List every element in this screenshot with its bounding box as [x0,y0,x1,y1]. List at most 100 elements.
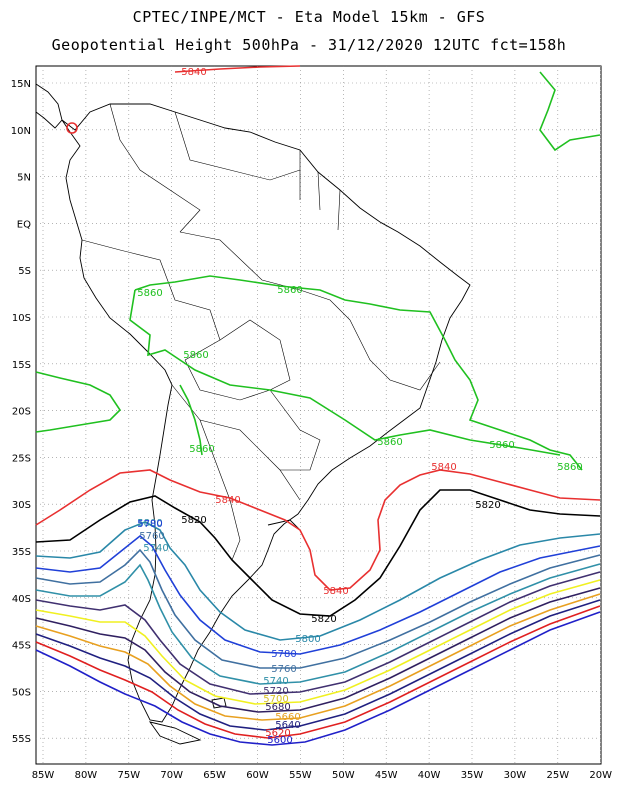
contour-5780 [35,534,601,655]
contour-5860-tropics [129,275,583,471]
contour-label: 5860 [137,288,162,299]
contour-label: 5760 [271,664,296,675]
contour-5720 [35,571,601,695]
lon-tick-label: 70W [160,770,183,781]
tierra-del-fuego [148,721,202,745]
contour-5700 [35,579,601,705]
contour-label: 5780 [271,649,296,660]
border-brazil-east [349,319,441,391]
border-chile-argentina [171,384,241,561]
contour-label: 5800 [137,518,162,529]
lat-tick-label: 15S [12,360,31,371]
longitude-labels: 85W 80W 75W 70W 65W 60W 55W 50W 45W 40W 35W 30W 25W 2… [32,770,612,781]
contour-label: 5660 [275,712,300,723]
contour-label: 5860 [489,440,514,451]
border-guianas [299,150,341,231]
contour-label: 5800 [295,634,320,645]
contour-labels: 5840 5860 5860 5860 5860 5860 5860 5860 5840 5840… [137,67,582,746]
contour-label: 5760 [139,531,164,542]
lon-tick-label: 35W [461,770,484,781]
contour-label: 5720 [263,686,288,697]
central-america-coastline [35,83,63,129]
lat-tick-label: 5N [17,173,31,184]
falklands [211,697,227,709]
lon-tick-label: 40W [418,770,441,781]
contour-5680 [35,587,601,713]
contour-label: 5860 [183,350,208,361]
contour-5800 [35,521,601,641]
contour-label: 5640 [275,720,300,731]
border-argentina-north [199,419,301,501]
contour-label: 5680 [265,702,290,713]
south-america-coastline [61,103,471,723]
lat-tick-label: 10S [12,313,31,324]
lat-tick-label: 20S [12,407,31,418]
lon-tick-label: 65W [203,770,226,781]
contour-5860-andes [179,384,203,456]
contour-label: 5860 [557,462,582,473]
lat-tick-label: EQ [17,219,31,230]
border-brazil-west [179,231,351,321]
lat-tick-label: 55S [12,734,31,745]
contour-label: 5600 [267,735,292,746]
contour-5620 [35,605,601,739]
country-borders [81,103,441,561]
contour-label: 5840 [431,462,456,473]
contour-5860-north [539,71,601,152]
lat-tick-label: 5S [18,266,31,277]
coastlines [35,83,471,745]
contour-label: 5820 [311,614,336,625]
contour-label: 5840 [181,67,206,78]
contour-label: 5840 [215,495,240,506]
contour-label: 5740 [143,543,168,554]
contour-5840-north [174,65,301,73]
border-paraguay [269,389,321,471]
river-plate [267,519,301,531]
lat-tick-label: 50S [12,687,31,698]
contour-label: 5820 [475,500,500,511]
contour-label: 5860 [277,285,302,296]
lat-tick-label: 45S [12,641,31,652]
lon-tick-label: 20W [589,770,612,781]
contour-5640 [35,599,601,731]
lon-tick-label: 80W [75,770,98,781]
contour-label: 5860 [189,444,214,455]
contour-5840-small-circle [66,122,78,134]
lon-tick-label: 75W [117,770,140,781]
lon-tick-label: 25W [546,770,569,781]
contour-label: 5620 [265,728,290,739]
lon-tick-label: 45W [375,770,398,781]
border-bolivia [184,319,291,401]
contour-5860-west [35,371,122,433]
contour-label: 5740 [263,676,288,687]
lat-tick-label: 10N [11,126,31,137]
map-frame [35,65,602,765]
border-colombia [109,103,201,233]
lon-tick-label: 60W [246,770,269,781]
contour-label: 5840 [323,586,348,597]
latitude-labels: 15N 10N 5N EQ 5S 10S 15S 20S 25S 30S 35S 40S 45S 50S 5… [11,79,31,745]
height-contours [35,65,601,746]
lat-tick-label: 15N [11,79,31,90]
contour-5760 [35,548,601,669]
map-title-line2: Geopotential Height 500hPa - 31/12/2020 … [51,36,567,54]
contour-5840-subtropic [35,469,601,591]
lon-tick-label: 30W [504,770,527,781]
contour-5660 [35,593,601,721]
map-title-line1: CPTEC/INPE/MCT - Eta Model 15km - GFS [132,8,486,26]
contour-label: 5780 [137,519,162,530]
contour-5600 [35,611,601,746]
contour-5820 [35,489,601,617]
contour-label: 5700 [263,694,288,705]
contour-label: 5860 [377,437,402,448]
lat-tick-label: 25S [12,453,31,464]
contour-label: 5820 [181,515,206,526]
lon-tick-label: 85W [32,770,55,781]
lon-tick-label: 55W [289,770,312,781]
contour-5740 [35,563,601,685]
lat-tick-label: 40S [12,594,31,605]
lon-tick-label: 50W [332,770,355,781]
lat-tick-label: 35S [12,547,31,558]
grid-lines [36,66,602,764]
